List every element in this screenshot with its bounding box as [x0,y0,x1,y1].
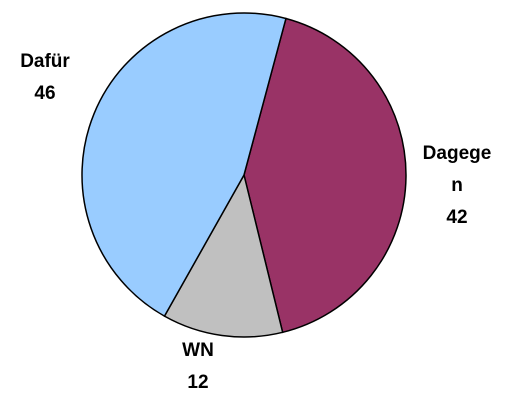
category-label: Dafür [20,51,70,72]
value-label: 46 [34,83,56,104]
slice-label: Dagegen 42 [419,138,495,234]
slice-label: WN 12 [158,335,238,399]
slice-label: Dafür 46 [5,46,85,110]
category-label: WN [182,340,214,361]
pie-slice [243,17,407,334]
value-label: 42 [446,207,468,228]
value-label: 12 [187,372,209,393]
category-label: Dagegen [422,143,492,196]
pie-slice [163,172,284,338]
pie-slice [81,12,287,318]
